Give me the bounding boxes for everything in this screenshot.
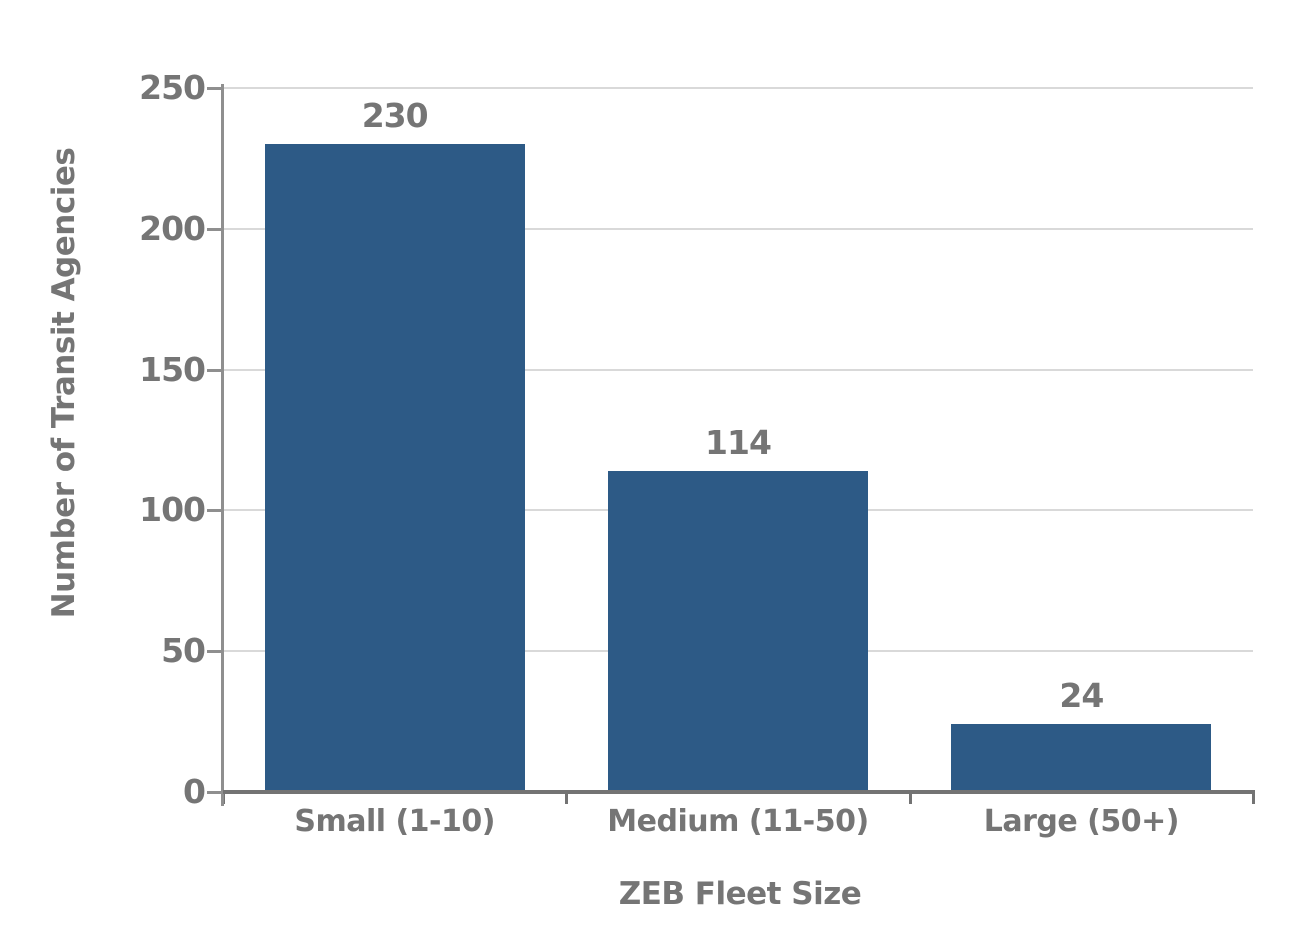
- x-category-label: Medium (11-50): [607, 804, 869, 839]
- y-tick-mark: [207, 368, 221, 372]
- y-tick-mark: [207, 87, 221, 90]
- gridline: [224, 227, 1253, 230]
- gridline: [224, 368, 1253, 371]
- y-tick-mark: [207, 650, 221, 654]
- y-tick-mark: [207, 227, 221, 231]
- y-tick-label: 100: [139, 490, 206, 530]
- y-tick-label: 200: [139, 208, 206, 248]
- y-tick-label: 50: [161, 631, 206, 671]
- x-tick-mark: [908, 790, 912, 804]
- x-axis-line: [223, 790, 1254, 794]
- x-tick-mark: [565, 790, 569, 804]
- bar-value-label: 230: [361, 96, 429, 136]
- bar: [951, 724, 1212, 792]
- bar-value-label: 114: [705, 422, 772, 462]
- gridline: [224, 87, 1253, 89]
- x-axis-title: ZEB Fleet Size: [618, 876, 862, 912]
- y-tick-label: 150: [139, 349, 206, 389]
- bar: [608, 470, 868, 792]
- y-tick-mark: [207, 509, 221, 513]
- y-tick-label: 0: [183, 772, 206, 811]
- x-tick-mark: [1252, 790, 1255, 804]
- y-tick-label: 250: [139, 68, 206, 107]
- bar-value-label: 24: [1059, 676, 1104, 716]
- y-tick-mark: [207, 791, 221, 794]
- y-axis-line: [221, 84, 224, 806]
- x-category-label: Small (1-10): [294, 804, 495, 839]
- bar: [264, 144, 525, 792]
- x-category-label: Large (50+): [983, 804, 1180, 839]
